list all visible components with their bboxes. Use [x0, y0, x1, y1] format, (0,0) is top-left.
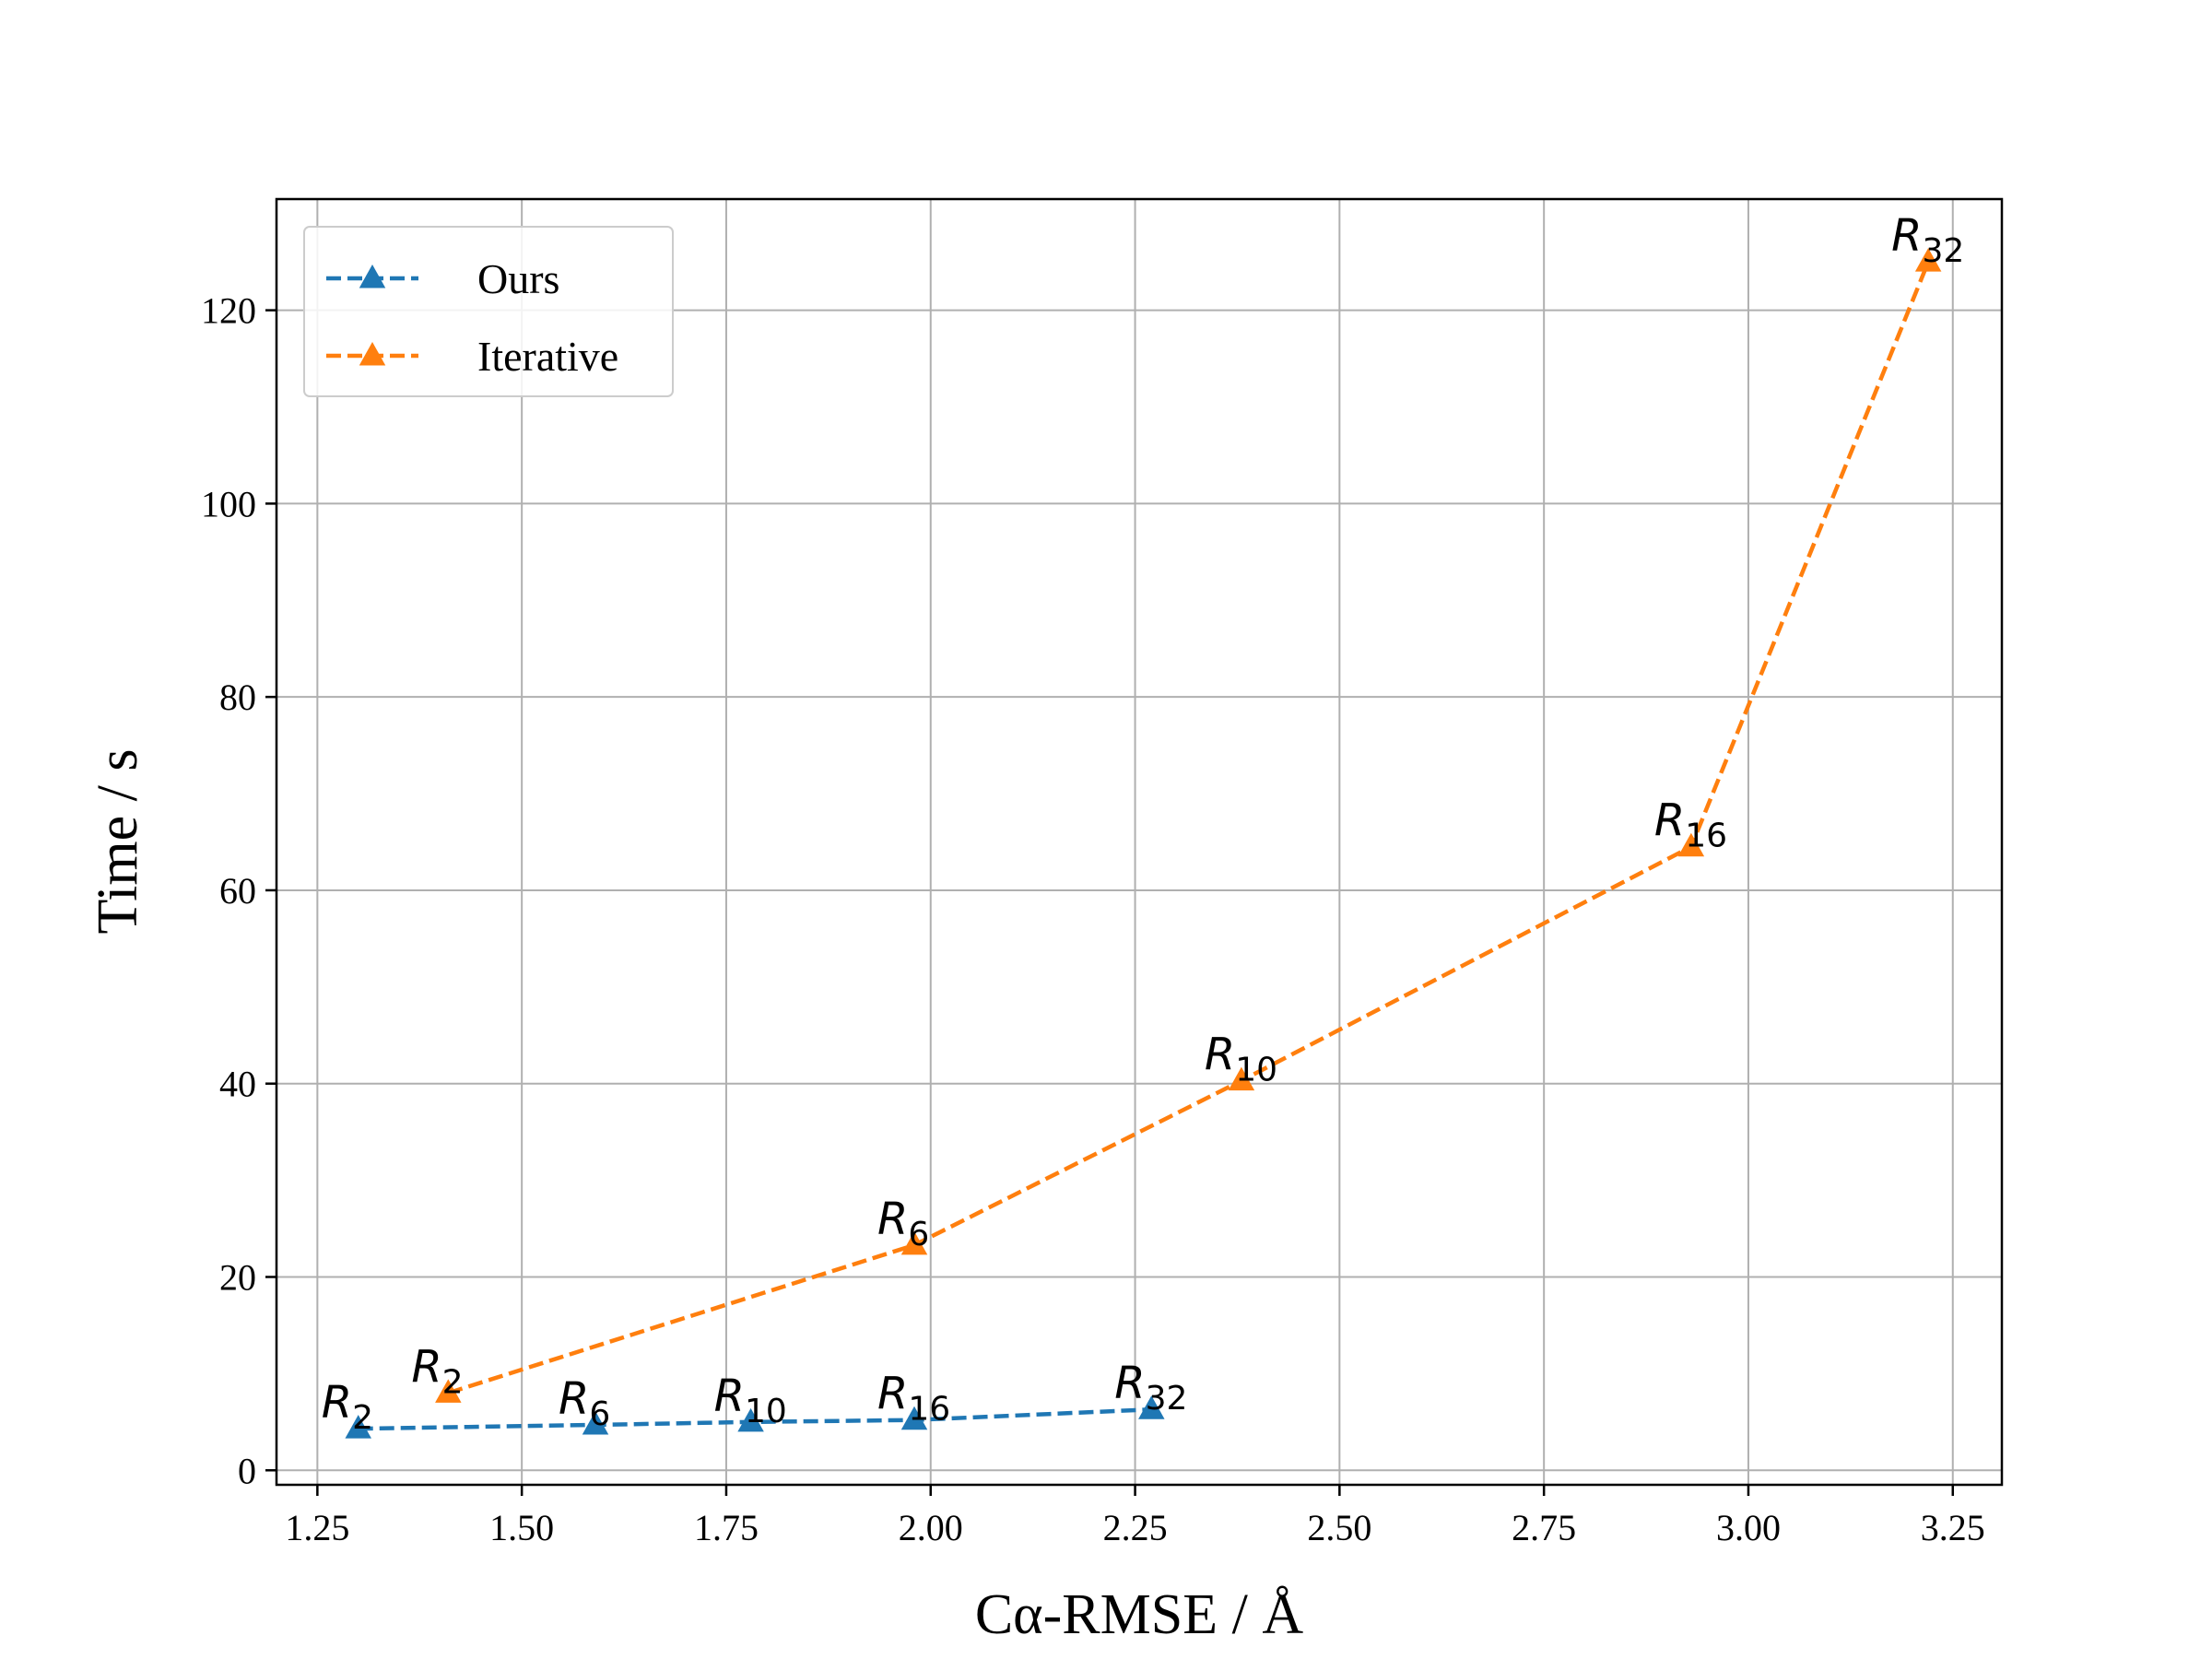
- point-label-subscript: 32: [1923, 232, 1965, 270]
- point-label-subscript: 10: [1235, 1052, 1277, 1089]
- point-label-subscript: 6: [589, 1395, 610, 1433]
- point-label-base: R: [877, 1369, 908, 1420]
- data-point-ours: [900, 1406, 928, 1430]
- y-tick-label: 100: [201, 483, 256, 524]
- x-tick-label: 2.25: [1103, 1507, 1168, 1548]
- data-point-ours: [345, 1415, 371, 1439]
- x-tick-label: 1.75: [694, 1507, 759, 1548]
- data-point-ours: [582, 1410, 609, 1435]
- point-label: R16: [1654, 795, 1727, 855]
- y-tick-label: 120: [201, 290, 256, 332]
- point-label: R2: [411, 1341, 463, 1401]
- data-point-iterative: [1677, 832, 1705, 857]
- point-label-subscript: 2: [352, 1399, 373, 1437]
- y-axis-title: Time / s: [87, 748, 149, 934]
- point-label: R10: [714, 1371, 787, 1430]
- point-label: R32: [1891, 210, 1964, 270]
- point-label: R10: [1205, 1030, 1277, 1089]
- point-label: R6: [559, 1373, 610, 1433]
- y-tick-label: 0: [238, 1450, 256, 1491]
- point-label-subscript: 16: [1685, 818, 1727, 855]
- point-label-base: R: [322, 1377, 352, 1429]
- x-tick-label: 2.50: [1307, 1507, 1371, 1548]
- point-label-base: R: [1114, 1358, 1145, 1409]
- y-tick-label: 40: [219, 1064, 256, 1105]
- point-label-subscript: 6: [908, 1216, 929, 1253]
- data-point-iterative: [435, 1379, 462, 1403]
- point-label-base: R: [1654, 795, 1685, 847]
- point-label: R32: [1114, 1358, 1187, 1418]
- legend-marker: [359, 342, 386, 366]
- x-tick-label: 3.00: [1716, 1507, 1781, 1548]
- plot-frame: [275, 197, 2004, 1487]
- ticks: 1.25 1.50 1.75 2.00 2.25 2.50 2.75 3.00 3.25 0 20 4…: [201, 290, 1985, 1548]
- point-label: R6: [877, 1194, 929, 1253]
- point-label-base: R: [1205, 1030, 1235, 1081]
- x-tick-label: 1.25: [285, 1507, 349, 1548]
- point-label-subscript: 32: [1146, 1380, 1188, 1418]
- point-label-base: R: [559, 1373, 589, 1425]
- legend-marker: [359, 265, 386, 288]
- point-label: R16: [877, 1369, 950, 1429]
- y-tick-label: 60: [219, 870, 256, 912]
- x-tick-label: 3.25: [1921, 1507, 1985, 1548]
- point-label-base: R: [411, 1341, 441, 1393]
- point-label-subscript: 2: [442, 1363, 464, 1401]
- point-label-subscript: 16: [908, 1391, 950, 1429]
- x-tick-label: 1.50: [489, 1507, 554, 1548]
- x-axis-title: Cα-RMSE / Å: [975, 1583, 1304, 1646]
- point-label-subscript: 10: [745, 1393, 787, 1430]
- grid: [276, 199, 2002, 1485]
- data-point-iterative: [900, 1230, 928, 1255]
- point-label-base: R: [877, 1194, 908, 1245]
- x-tick-label: 2.00: [899, 1507, 963, 1548]
- y-tick-label: 20: [219, 1256, 256, 1298]
- data-point-ours: [737, 1407, 764, 1432]
- legend-label-iterative: Iterative: [477, 333, 618, 380]
- data-point-iterative: [1228, 1066, 1255, 1091]
- point-label-base: R: [714, 1371, 745, 1422]
- point-label-base: R: [1891, 210, 1922, 262]
- y-tick-label: 80: [219, 677, 256, 718]
- data-point-iterative: [1914, 248, 1942, 272]
- point-label: R2: [322, 1377, 373, 1437]
- series-layer: [345, 248, 1942, 1439]
- legend: Ours Iterative: [303, 226, 674, 397]
- legend-label-ours: Ours: [477, 255, 559, 302]
- x-tick-label: 2.75: [1512, 1507, 1576, 1548]
- data-point-ours: [1138, 1395, 1165, 1419]
